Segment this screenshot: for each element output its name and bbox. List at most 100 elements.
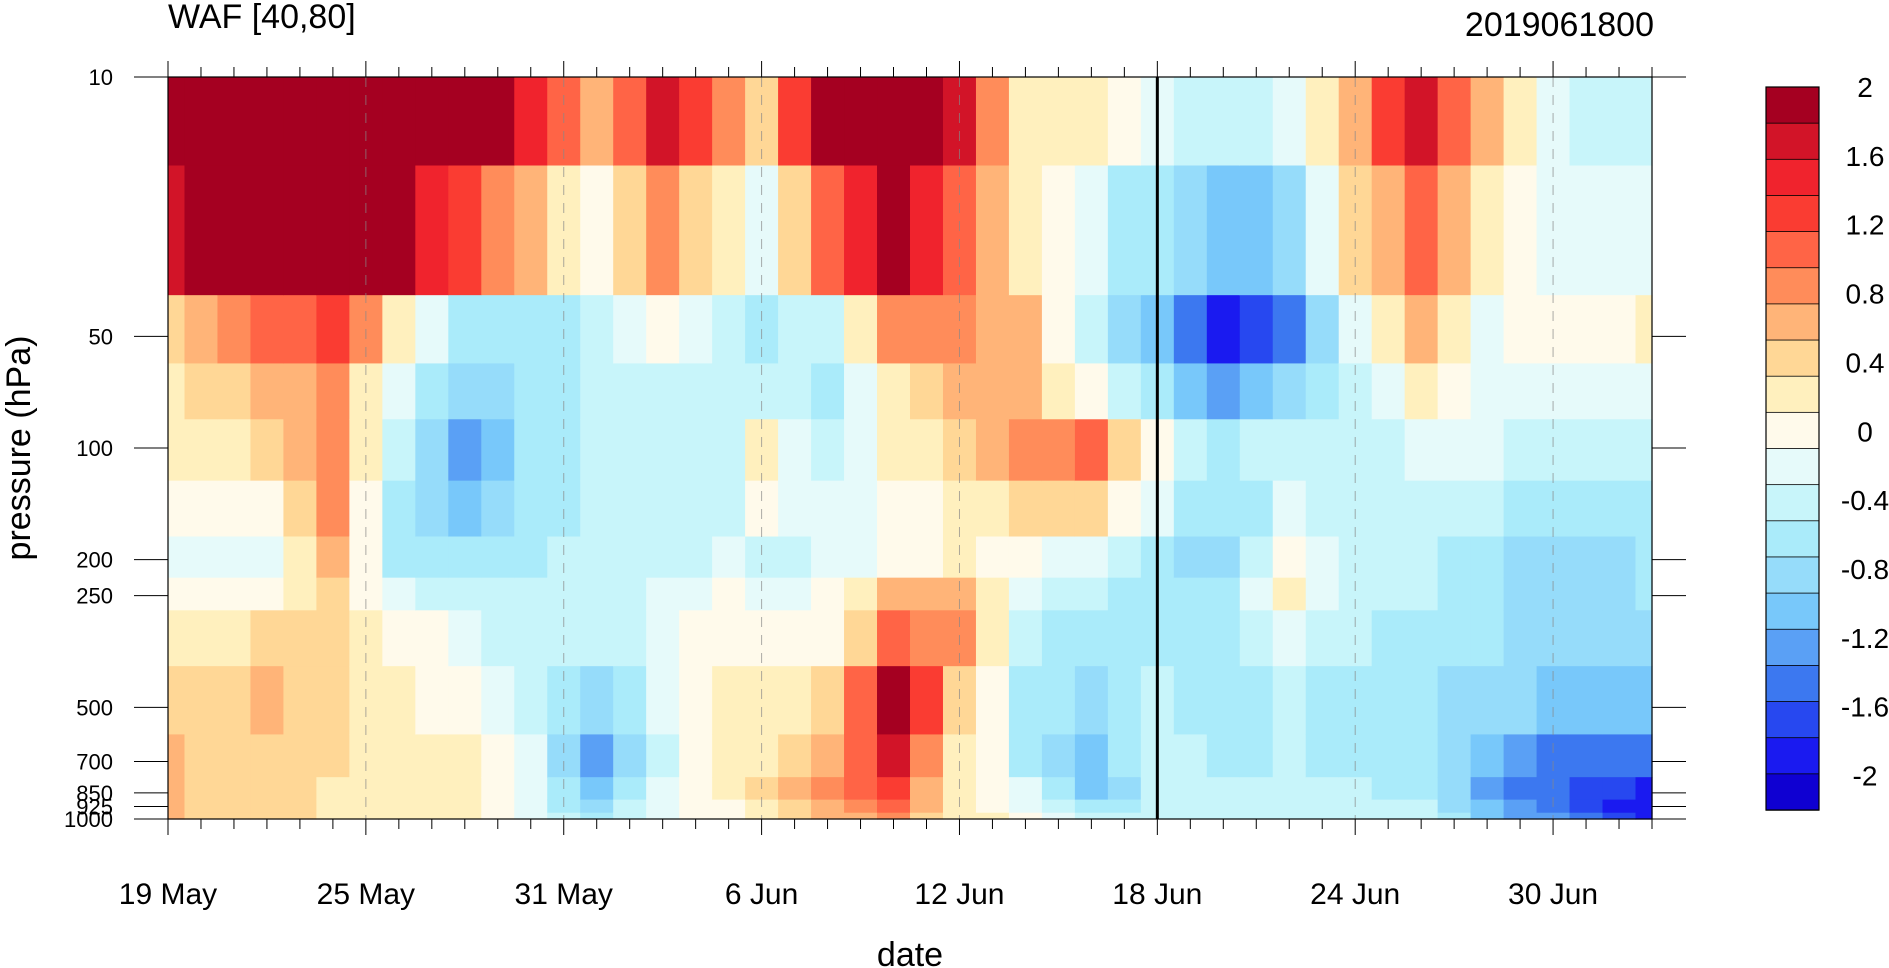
contour-cell bbox=[613, 536, 647, 579]
contour-cell bbox=[844, 295, 878, 365]
contour-cell bbox=[613, 165, 647, 296]
contour-cell bbox=[1173, 419, 1208, 482]
contour-cell bbox=[1503, 577, 1538, 611]
contour-cell bbox=[844, 536, 878, 579]
contour-cell bbox=[1074, 777, 1109, 801]
contour-cell bbox=[514, 295, 548, 365]
contour-cell bbox=[184, 812, 219, 820]
contour-cell bbox=[877, 777, 911, 801]
contour-cell bbox=[844, 363, 878, 420]
x-axis-tick-labels: 19 May 25 May 31 May 6 Jun 12 Jun 18 Jun 24 Ju… bbox=[119, 878, 1598, 911]
contour-cell bbox=[1371, 812, 1406, 820]
contour-cell bbox=[712, 480, 746, 538]
contour-cell bbox=[1206, 666, 1241, 736]
contour-cell bbox=[514, 812, 548, 820]
y-tick-label: 1000 bbox=[64, 807, 113, 832]
contour-cell bbox=[646, 610, 680, 667]
contour-cell bbox=[1272, 734, 1307, 778]
contour-cell bbox=[646, 666, 680, 736]
contour-cell bbox=[1008, 610, 1043, 667]
contour-cell bbox=[712, 577, 746, 611]
contour-cell bbox=[514, 419, 548, 482]
contour-cell bbox=[1404, 419, 1439, 482]
contour-cell bbox=[646, 480, 680, 538]
contour-cell bbox=[415, 295, 449, 365]
colorbar-tick-label: 2 bbox=[1857, 72, 1873, 103]
contour-cell bbox=[283, 363, 317, 420]
contour-cell bbox=[1437, 777, 1472, 801]
contour-cell bbox=[168, 363, 186, 420]
contour-cell bbox=[448, 799, 482, 814]
contour-cell bbox=[1239, 295, 1274, 365]
axis-ticks bbox=[134, 61, 1686, 835]
contour-cell bbox=[1272, 610, 1307, 667]
contour-cell bbox=[448, 419, 482, 482]
contour-cell bbox=[1239, 536, 1274, 579]
contour-cell bbox=[646, 777, 680, 801]
contour-cell bbox=[679, 295, 713, 365]
contour-cell bbox=[184, 577, 219, 611]
colorbar-swatch bbox=[1765, 339, 1820, 377]
contour-cell bbox=[184, 363, 219, 420]
contour-cell bbox=[1173, 610, 1208, 667]
y-tick-label: 500 bbox=[76, 695, 113, 720]
contour-cell bbox=[382, 734, 416, 778]
contour-cell bbox=[1239, 777, 1274, 801]
contour-cell bbox=[184, 165, 219, 296]
contour-cell bbox=[1041, 666, 1076, 736]
contour-cell bbox=[184, 734, 219, 778]
contour-cell bbox=[1272, 536, 1307, 579]
contour-cell bbox=[778, 419, 812, 482]
contour-cell bbox=[1404, 577, 1439, 611]
contour-cell bbox=[1272, 799, 1307, 814]
contour-cell bbox=[910, 777, 944, 801]
y-tick-label: 925 bbox=[76, 794, 113, 819]
contour-cell bbox=[975, 536, 1010, 579]
contour-cell bbox=[1404, 480, 1439, 538]
contour-cell bbox=[1602, 480, 1637, 538]
contour-cell bbox=[1041, 480, 1076, 538]
contour-cell bbox=[1569, 812, 1604, 820]
contour-cell bbox=[1239, 734, 1274, 778]
contour-cell bbox=[778, 734, 812, 778]
contour-cell bbox=[1569, 734, 1604, 778]
contour-cell bbox=[778, 799, 812, 814]
contour-cell bbox=[778, 295, 812, 365]
contour-cell bbox=[877, 480, 911, 538]
colorbar-tick-label: 0.4 bbox=[1846, 347, 1885, 378]
contour-cell bbox=[646, 536, 680, 579]
contour-cell bbox=[1206, 799, 1241, 814]
contour-cell bbox=[217, 363, 252, 420]
contour-cell bbox=[1371, 480, 1406, 538]
contour-cell bbox=[1173, 536, 1208, 579]
contour-cell bbox=[1074, 363, 1109, 420]
contour-cell bbox=[415, 536, 449, 579]
contour-cell bbox=[1470, 812, 1505, 820]
contour-cell bbox=[283, 666, 317, 736]
contour-cell bbox=[415, 419, 449, 482]
contour-cell bbox=[613, 610, 647, 667]
contour-cell bbox=[679, 610, 713, 667]
contour-cell bbox=[217, 812, 252, 820]
contour-cell bbox=[217, 165, 252, 296]
contour-cell bbox=[1437, 799, 1472, 814]
contour-cell bbox=[613, 480, 647, 538]
contour-cell bbox=[1008, 77, 1043, 167]
contour-cell bbox=[168, 577, 186, 611]
contour-cell bbox=[448, 536, 482, 579]
colorbar-swatch bbox=[1765, 665, 1820, 703]
contour-cell bbox=[1569, 77, 1604, 167]
contour-cell bbox=[1437, 577, 1472, 611]
contour-cell bbox=[778, 812, 812, 820]
contour-cell bbox=[811, 165, 845, 296]
contour-cell bbox=[910, 536, 944, 579]
contour-cell bbox=[1602, 777, 1637, 801]
contour-cell bbox=[646, 295, 680, 365]
contour-cell bbox=[975, 480, 1010, 538]
contour-cell bbox=[481, 419, 515, 482]
contour-cell bbox=[1470, 799, 1505, 814]
contour-cell bbox=[1074, 799, 1109, 814]
contour-cell bbox=[1008, 536, 1043, 579]
contour-cell bbox=[975, 295, 1010, 365]
contour-cell bbox=[712, 734, 746, 778]
